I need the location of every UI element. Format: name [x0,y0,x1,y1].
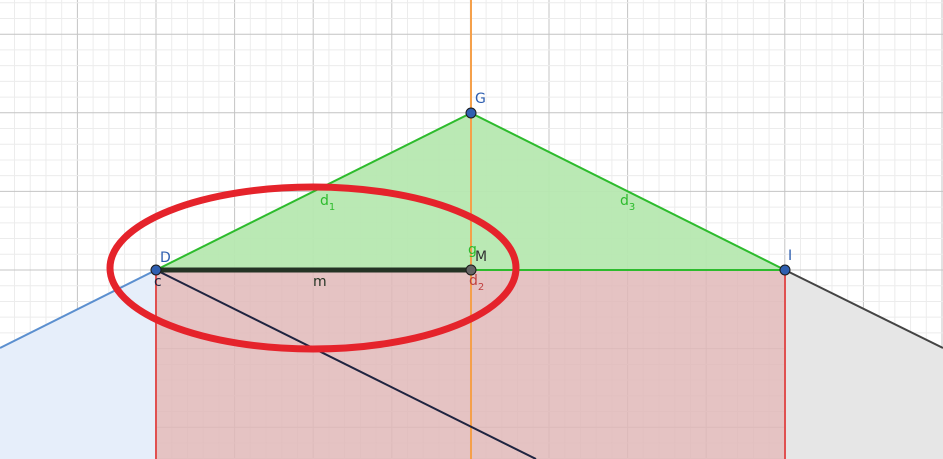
gray-region [785,270,943,459]
label-d1-main: d [320,193,329,209]
label-d3-sub: 3 [629,202,635,213]
label-d2: d2 [469,273,484,293]
label-I: I [788,248,792,264]
label-d3-main: d [620,193,629,209]
side-GI[interactable] [470,112,786,271]
side-DG[interactable] [155,112,472,271]
point-I[interactable] [779,264,791,276]
label-c: c [154,274,162,290]
label-d2-sub: 2 [478,282,484,293]
point-G[interactable] [465,107,477,119]
gray-edge [784,269,943,349]
label-d3: d3 [620,193,635,213]
highlight-ellipse [106,183,520,353]
label-G: G [475,91,486,107]
point-D[interactable] [150,264,162,276]
label-m: m [313,274,327,290]
blue-edge [0,269,157,349]
label-d1: d1 [320,193,335,213]
label-d1-sub: 1 [329,202,335,213]
label-g: g [468,242,477,258]
line-c[interactable] [155,269,537,459]
label-D: D [160,250,171,266]
label-d2-main: d [469,273,478,289]
blue-region [0,270,156,459]
label-M: M [475,249,487,265]
point-M[interactable] [465,264,477,276]
